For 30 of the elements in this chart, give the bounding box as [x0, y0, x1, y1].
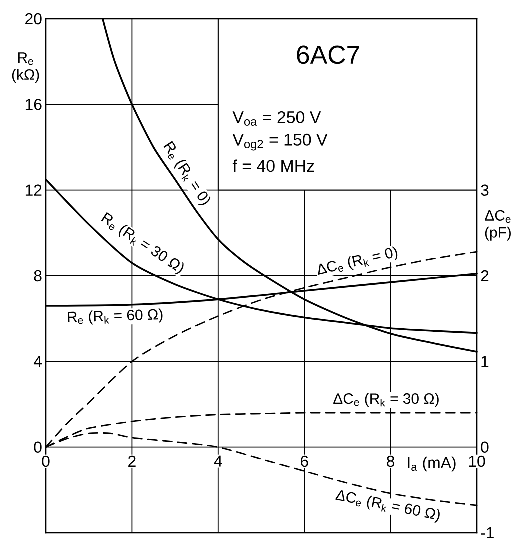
- x-tick-label: 4: [214, 456, 222, 467]
- x-tick-label: 0: [42, 456, 50, 468]
- x-tick-label: 2: [128, 456, 136, 467]
- x-tick-label: 8: [387, 456, 395, 468]
- y2-tick-label: 1: [482, 356, 489, 368]
- text: R$_{e}$ (R$_{k}$ = 0): [164, 141, 211, 206]
- y2-axis-title: ΔC$_{e}$ (pF): [485, 210, 511, 241]
- text: R$_{e}$ (R$_{k}$ = 30 Ω): [101, 212, 184, 275]
- x-axis-title: I$_{a}$ (mA): [408, 456, 456, 472]
- text: 6AC7: [297, 46, 360, 64]
- y-axis-title: R$_{e}$ (kΩ): [12, 52, 40, 83]
- y2-tick-label: 3: [481, 184, 489, 196]
- text: ΔC$_{e}$ (R$_{k}$ = 60 Ω): [336, 490, 440, 523]
- x-tick-label: 10: [469, 456, 486, 468]
- y-tick-label: 4: [34, 356, 42, 368]
- annotation: f = 40 MHz: [232, 160, 314, 172]
- y-tick-label: 8: [34, 270, 42, 282]
- y-tick-label: 20: [26, 13, 42, 25]
- series-label: R$_{e}$ (R$_{k}$ = 60 Ω): [68, 308, 163, 325]
- text: ΔC$_{e}$ (R$_{k}$ = 0): [318, 246, 398, 275]
- y-tick-label: 0: [34, 442, 42, 453]
- y2-tick-label: 0: [481, 442, 489, 453]
- y2-tick-label: -1: [481, 528, 494, 538]
- y2-tick-label: 2: [481, 270, 489, 282]
- x-tick-label: 6: [300, 456, 308, 468]
- y-tick-label: 12: [26, 184, 42, 196]
- annotation: V$_{oa}$ = 250 V: [232, 111, 322, 126]
- y-tick-label: 16: [26, 99, 42, 110]
- annotation: V$_{og2}$ = 150 V: [232, 134, 328, 151]
- series-label: ΔC$_{e}$ (R$_{k}$ = 30 Ω): [334, 393, 439, 408]
